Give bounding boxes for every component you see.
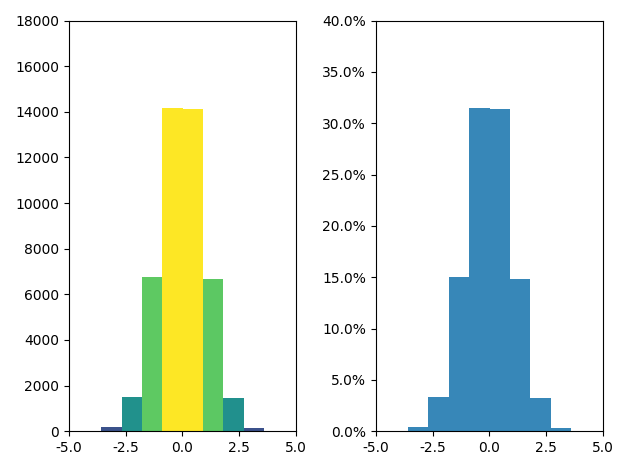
Bar <box>489 109 510 431</box>
Bar <box>449 277 469 431</box>
Bar <box>243 428 264 431</box>
Bar <box>142 277 162 431</box>
Bar <box>182 109 203 431</box>
Bar <box>203 279 223 431</box>
Bar <box>530 398 550 431</box>
Bar <box>428 397 449 431</box>
Bar <box>101 428 121 431</box>
Bar <box>550 428 571 431</box>
Bar <box>223 398 243 431</box>
Bar <box>469 108 489 431</box>
Bar <box>510 279 530 431</box>
Bar <box>121 397 142 431</box>
Bar <box>408 428 428 431</box>
Bar <box>162 108 182 431</box>
